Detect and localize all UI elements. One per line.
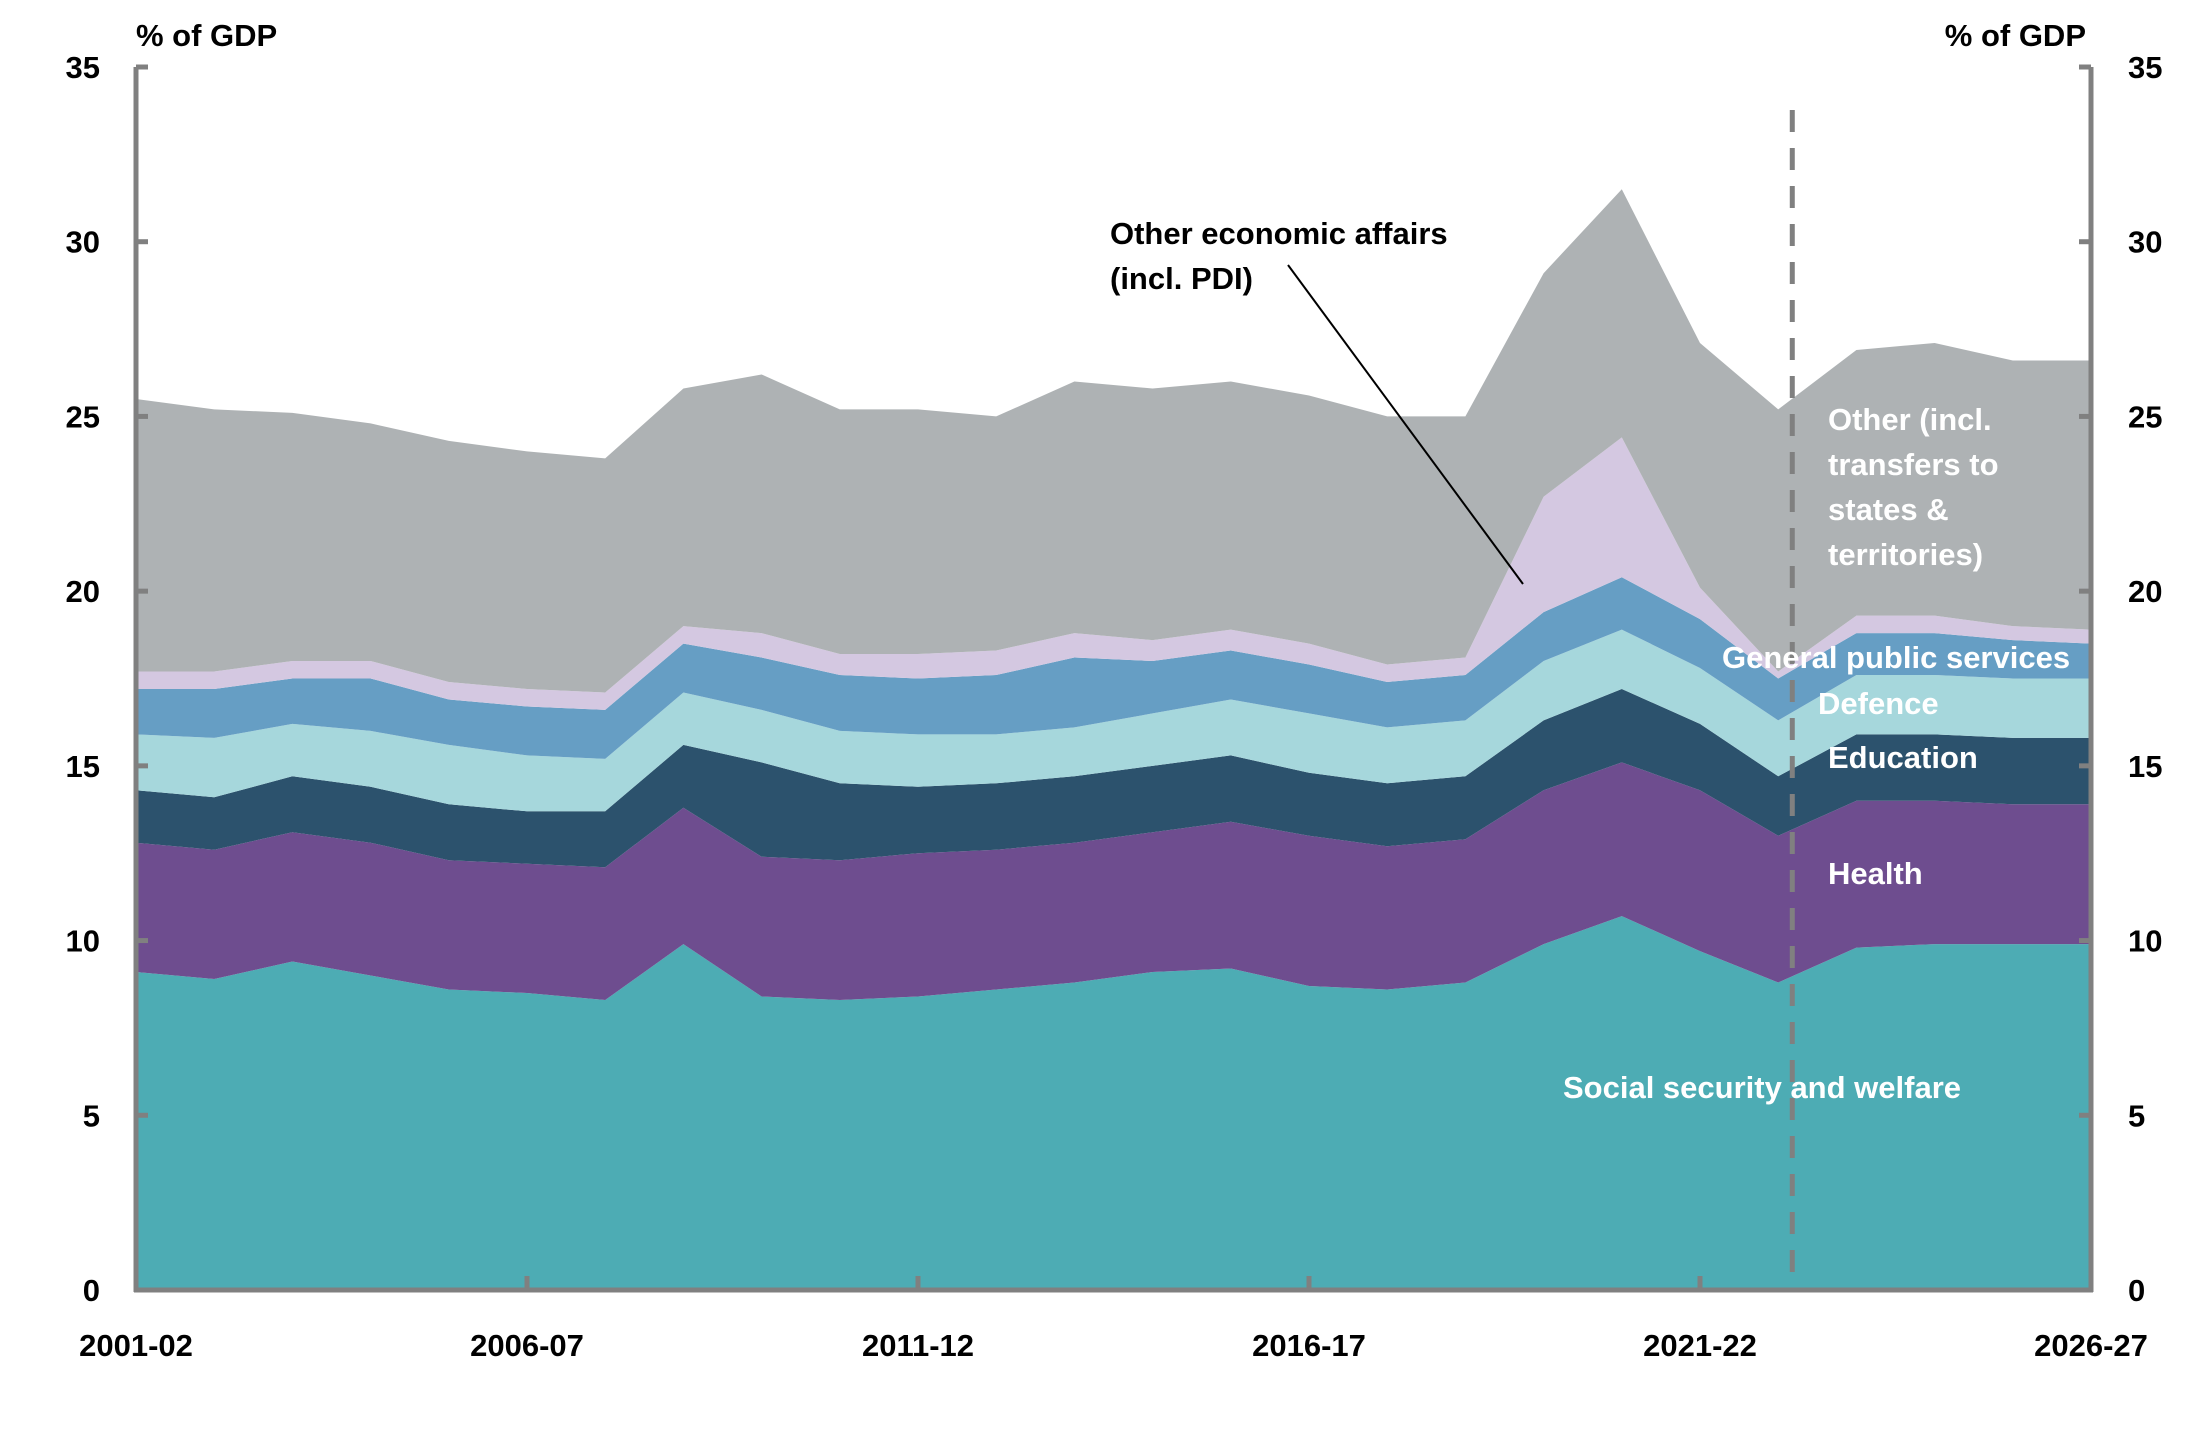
left-y-tick-label: 5 (83, 1098, 100, 1133)
label-social-security: Social security and welfare (1563, 1070, 1961, 1105)
left-y-tick-label: 25 (66, 399, 100, 434)
x-tick-label: 2001-02 (79, 1328, 193, 1363)
right-y-tick-label: 35 (2128, 50, 2162, 85)
x-tick-label: 2006-07 (470, 1328, 584, 1363)
area-other-incl-transfers-to-states-territories (136, 189, 2091, 693)
x-tick-label: 2016-17 (1252, 1328, 1366, 1363)
right-y-tick-label: 0 (2128, 1273, 2145, 1308)
right-y-tick-label: 10 (2128, 924, 2162, 959)
label-general-public-services: General public services (1722, 640, 2070, 675)
label-other-line-3: states & (1828, 492, 1949, 527)
area-other-economic-affairs-incl-pdi (136, 437, 2091, 710)
right-y-tick-label: 5 (2128, 1098, 2145, 1133)
label-education: Education (1828, 740, 1978, 775)
area-defence (136, 629, 2091, 812)
left-y-tick-label: 20 (66, 574, 100, 609)
annotation-line-2: (incl. PDI) (1110, 261, 1253, 296)
annotation-line-1: Other economic affairs (1110, 216, 1448, 251)
right-y-tick-label: 20 (2128, 574, 2162, 609)
label-health: Health (1828, 856, 1923, 891)
annotation-other-economic-affairs: Other economic affairs (incl. PDI) (1110, 216, 1524, 585)
area-general-public-services (136, 577, 2091, 759)
label-defence: Defence (1818, 686, 1939, 721)
area-series-group (136, 189, 2091, 1290)
left-y-axis-title: % of GDP (136, 18, 277, 53)
left-y-tick-labels: 0 5 10 15 20 25 30 35 (66, 50, 100, 1308)
label-other-line-1: Other (incl. (1828, 402, 1992, 437)
axes-group (133, 64, 2094, 1293)
label-other-line-4: territories) (1828, 537, 1983, 572)
left-y-tick-label: 10 (66, 924, 100, 959)
right-y-tick-label: 15 (2128, 749, 2162, 784)
area-social-security-and-welfare (136, 916, 2091, 1290)
label-other: Other (incl. transfers to states & terri… (1828, 402, 1999, 572)
right-y-tick-label: 30 (2128, 225, 2162, 260)
x-tick-label: 2011-12 (862, 1328, 974, 1363)
annotation-leader-line (1287, 264, 1524, 585)
left-y-tick-label: 15 (66, 749, 100, 784)
x-tick-labels: 2001-02 2006-07 2011-12 2016-17 2021-22 2026-… (79, 1328, 2148, 1363)
right-y-tick-label: 25 (2128, 399, 2162, 434)
label-other-line-2: transfers to (1828, 447, 1999, 482)
x-tick-label: 2026-27 (2034, 1328, 2148, 1363)
left-y-tick-label: 0 (83, 1273, 100, 1308)
area-health (136, 762, 2091, 1000)
left-y-tick-label: 30 (66, 225, 100, 260)
right-y-axis-title: % of GDP (1945, 18, 2086, 53)
x-tick-label: 2021-22 (1643, 1328, 1757, 1363)
left-y-tick-label: 35 (66, 50, 100, 85)
right-y-tick-labels: 0 5 10 15 20 25 30 35 (2128, 50, 2162, 1308)
area-education (136, 689, 2091, 868)
